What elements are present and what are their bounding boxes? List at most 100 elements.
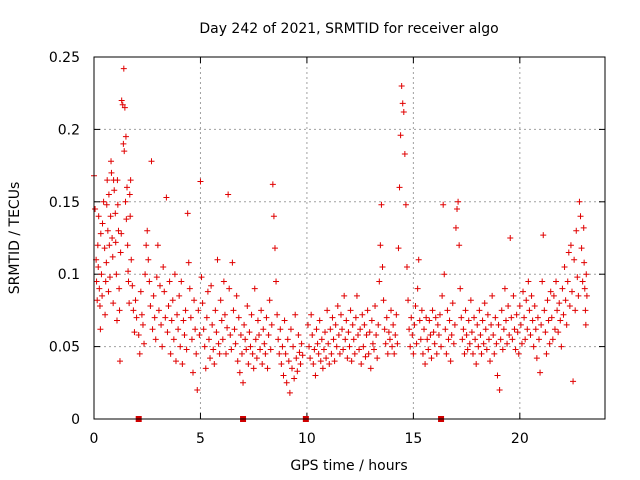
data-point (408, 314, 415, 321)
data-point (227, 332, 234, 339)
data-point (167, 350, 174, 357)
data-point (488, 321, 495, 328)
data-point (275, 336, 282, 343)
data-point (145, 256, 152, 263)
data-point (334, 303, 341, 310)
data-point (398, 82, 405, 89)
data-point (264, 365, 271, 372)
data-point (125, 278, 132, 285)
data-point (103, 201, 110, 208)
data-point (347, 307, 354, 314)
data-point (97, 326, 104, 333)
data-point (458, 314, 465, 321)
data-point (514, 329, 521, 336)
data-point (286, 389, 293, 396)
data-point (109, 253, 116, 260)
data-point (174, 311, 181, 318)
data-point (99, 220, 106, 227)
data-point (580, 224, 587, 231)
data-point (337, 311, 344, 318)
data-point (147, 303, 154, 310)
data-point (230, 307, 237, 314)
data-point (436, 311, 443, 318)
data-point (203, 314, 210, 321)
data-point (468, 329, 475, 336)
data-point (515, 350, 522, 357)
data-point (137, 288, 144, 295)
data-point (103, 259, 110, 266)
data-point (384, 350, 391, 357)
data-point (94, 297, 101, 304)
data-points (91, 65, 590, 396)
data-point (577, 213, 584, 220)
data-point (320, 346, 327, 353)
data-point (400, 109, 407, 116)
data-point (505, 303, 512, 310)
data-point (449, 300, 456, 307)
data-point (104, 177, 111, 184)
data-point (346, 343, 353, 350)
data-point (565, 249, 572, 256)
data-point (513, 311, 520, 318)
data-point (202, 365, 209, 372)
data-point (143, 242, 150, 249)
data-point (434, 321, 441, 328)
data-point (415, 256, 422, 263)
data-point (177, 343, 184, 350)
data-point (221, 311, 228, 318)
data-point (570, 378, 577, 385)
data-point (201, 343, 208, 350)
data-point (132, 297, 139, 304)
data-point (379, 263, 386, 270)
data-point (284, 336, 291, 343)
data-point (365, 350, 372, 357)
data-point (151, 314, 158, 321)
data-point (316, 317, 323, 324)
data-point (540, 232, 547, 239)
data-point (336, 350, 343, 357)
data-point (153, 274, 160, 281)
data-point (385, 329, 392, 336)
data-point (118, 97, 125, 104)
data-point (564, 278, 571, 285)
data-point (317, 358, 324, 365)
data-point (191, 297, 198, 304)
data-point (413, 340, 420, 347)
data-point (129, 282, 136, 289)
data-point (520, 288, 527, 295)
data-point (493, 340, 500, 347)
data-point (168, 317, 175, 324)
data-point (412, 303, 419, 310)
data-point (225, 191, 232, 198)
data-point (126, 300, 133, 307)
data-point (396, 184, 403, 191)
data-point (547, 288, 554, 295)
data-point (224, 324, 231, 331)
data-point (389, 343, 396, 350)
data-point (181, 332, 188, 339)
data-point (216, 350, 223, 357)
data-point (116, 358, 123, 365)
data-point (306, 343, 313, 350)
data-point (426, 317, 433, 324)
data-point (578, 245, 585, 252)
data-point (152, 336, 159, 343)
data-point (240, 379, 247, 386)
data-point (388, 307, 395, 314)
data-point (422, 360, 429, 367)
data-point (251, 285, 258, 292)
data-point (150, 292, 157, 299)
data-point (525, 278, 532, 285)
data-point (101, 245, 108, 252)
data-point (551, 326, 558, 333)
data-point (560, 311, 567, 318)
data-point (574, 274, 581, 281)
data-point (537, 369, 544, 376)
grid (94, 56, 605, 419)
data-point (455, 198, 462, 205)
data-point (561, 263, 568, 270)
data-point (543, 350, 550, 357)
data-point (428, 355, 435, 362)
data-point (483, 346, 490, 353)
data-point (118, 230, 125, 237)
